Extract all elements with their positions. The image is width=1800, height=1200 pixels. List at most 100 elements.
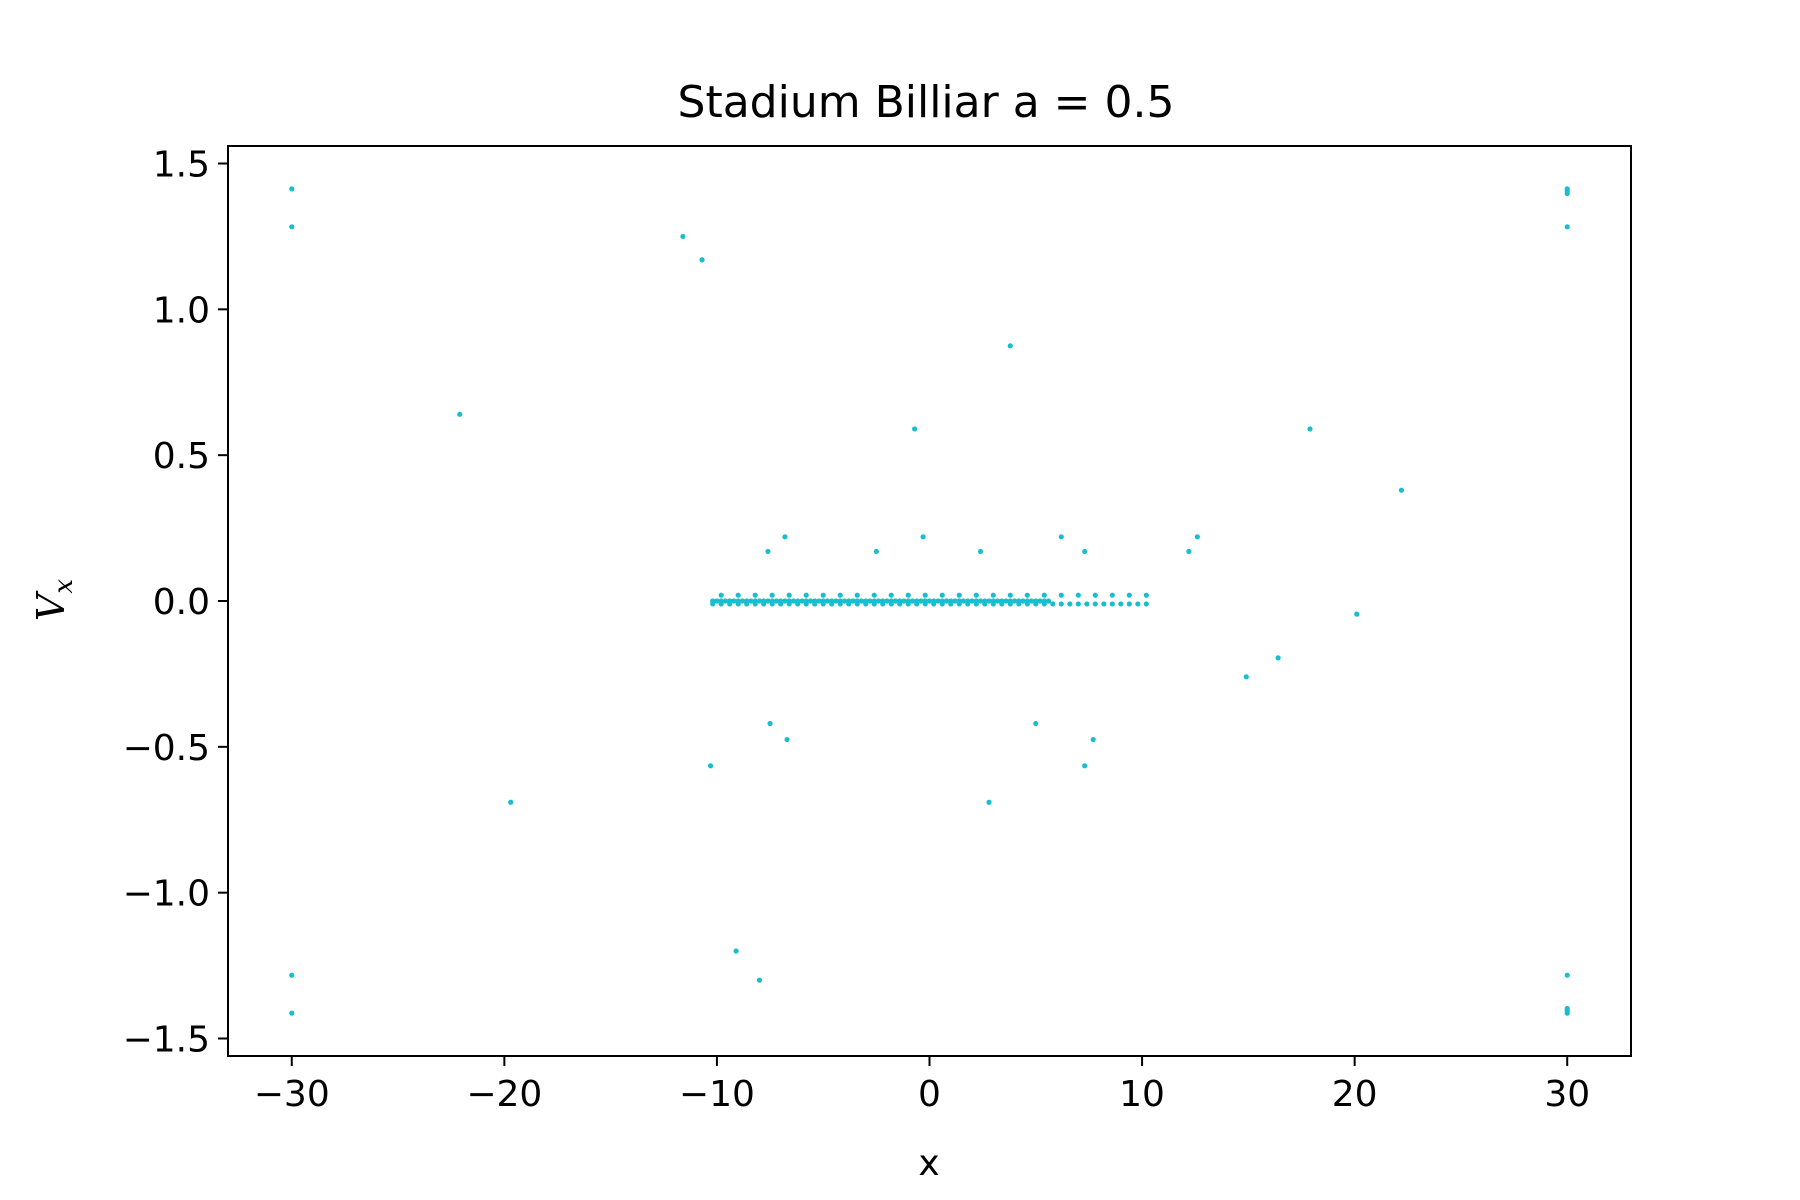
band-point bbox=[714, 598, 720, 604]
band-point bbox=[973, 592, 979, 598]
band-point bbox=[820, 592, 826, 598]
band-point bbox=[786, 598, 792, 604]
band-point bbox=[871, 598, 877, 604]
band-point bbox=[905, 592, 911, 598]
data-point bbox=[1186, 548, 1192, 555]
band-point bbox=[1024, 592, 1030, 598]
band-point bbox=[833, 598, 839, 604]
band-point bbox=[956, 592, 962, 598]
band-point bbox=[905, 598, 911, 604]
band-point bbox=[952, 598, 958, 604]
band-point bbox=[986, 598, 992, 604]
band-point bbox=[739, 598, 746, 604]
band-point bbox=[867, 598, 873, 604]
band-point bbox=[727, 598, 733, 604]
band-point bbox=[914, 598, 920, 604]
data-point bbox=[1033, 720, 1039, 727]
band-point bbox=[939, 592, 945, 598]
band-point bbox=[901, 598, 907, 604]
band-point bbox=[718, 592, 724, 598]
band-point bbox=[765, 598, 771, 604]
band-point bbox=[812, 598, 818, 604]
band-point bbox=[1101, 601, 1107, 607]
band-point bbox=[756, 598, 763, 604]
band-point bbox=[778, 598, 784, 604]
band-point bbox=[1024, 598, 1030, 604]
band-point bbox=[1075, 601, 1081, 607]
band-point bbox=[1058, 592, 1064, 598]
band-point bbox=[939, 598, 945, 604]
band-point bbox=[1041, 592, 1047, 598]
data-point bbox=[508, 799, 514, 805]
band-point bbox=[735, 592, 741, 598]
data-point bbox=[1275, 655, 1281, 661]
y-tick-label: 0.0 bbox=[153, 582, 210, 623]
band-point bbox=[965, 598, 971, 604]
data-point bbox=[1082, 763, 1088, 769]
band-point bbox=[803, 592, 809, 598]
band-point bbox=[752, 592, 758, 598]
data-point bbox=[680, 233, 686, 240]
band-point bbox=[977, 598, 984, 604]
band-point bbox=[1126, 601, 1132, 607]
y-tick-label: 0.5 bbox=[153, 436, 210, 477]
band-point bbox=[948, 598, 954, 604]
band-point bbox=[744, 598, 750, 604]
band-point bbox=[1092, 601, 1098, 607]
band-point bbox=[846, 598, 852, 604]
band-point bbox=[926, 598, 933, 604]
band-point bbox=[769, 598, 775, 604]
band-point bbox=[969, 598, 975, 604]
band-point bbox=[790, 598, 797, 604]
data-point bbox=[782, 534, 788, 540]
data-point bbox=[1398, 487, 1405, 493]
band-point bbox=[909, 598, 916, 604]
data-point bbox=[765, 548, 771, 555]
band-point bbox=[922, 598, 928, 604]
data-point bbox=[873, 548, 879, 555]
band-point bbox=[888, 592, 894, 598]
data-point bbox=[920, 534, 926, 540]
data-point bbox=[767, 720, 773, 727]
band-point bbox=[710, 598, 716, 604]
data-point bbox=[1564, 1010, 1570, 1016]
band-point bbox=[854, 598, 860, 604]
band-point bbox=[807, 598, 814, 604]
data-point bbox=[1058, 534, 1064, 540]
data-point bbox=[289, 186, 295, 192]
band-point bbox=[782, 598, 788, 604]
data-point bbox=[912, 426, 918, 432]
band-point bbox=[722, 598, 729, 604]
x-axis-label: x bbox=[918, 1143, 939, 1184]
band-point bbox=[837, 598, 843, 604]
band-point bbox=[1016, 598, 1022, 604]
data-point bbox=[756, 977, 763, 983]
band-point bbox=[1007, 592, 1013, 598]
band-point bbox=[803, 598, 809, 604]
data-point bbox=[784, 736, 790, 743]
band-point bbox=[718, 598, 724, 604]
band-point bbox=[1050, 601, 1056, 607]
x-tick-label: −30 bbox=[254, 1074, 330, 1115]
band-point bbox=[990, 592, 996, 598]
band-point bbox=[931, 598, 937, 604]
band-point bbox=[1058, 601, 1064, 607]
data-point bbox=[1564, 190, 1570, 197]
y-axis-label-subscript: x bbox=[49, 579, 79, 594]
x-tick-label: 0 bbox=[918, 1074, 941, 1115]
band-point bbox=[897, 598, 903, 604]
band-point bbox=[799, 598, 805, 604]
band-point bbox=[752, 598, 758, 604]
band-point bbox=[1067, 601, 1073, 607]
y-tick-label: 1.5 bbox=[153, 145, 210, 186]
band-point bbox=[1092, 592, 1098, 598]
band-point bbox=[1041, 598, 1047, 604]
chart-title: Stadium Billiar a = 0.5 bbox=[678, 77, 1175, 128]
band-point bbox=[1109, 601, 1115, 607]
y-tick-label: −1.5 bbox=[123, 1020, 210, 1061]
data-point bbox=[1194, 534, 1200, 540]
data-point bbox=[289, 1010, 295, 1016]
band-point bbox=[922, 592, 928, 598]
band-point bbox=[1033, 598, 1039, 604]
